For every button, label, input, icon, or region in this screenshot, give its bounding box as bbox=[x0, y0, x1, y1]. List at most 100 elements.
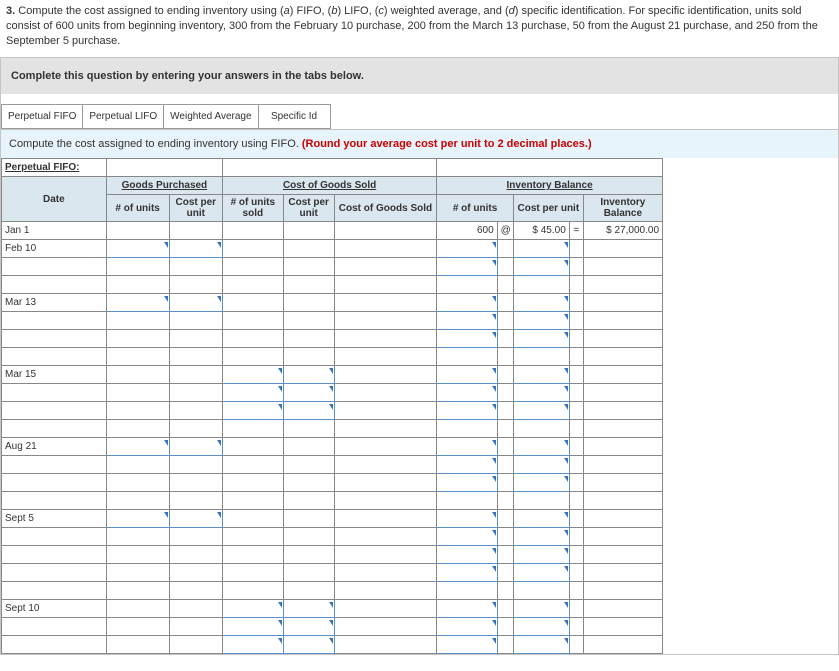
input-cell[interactable] bbox=[223, 366, 284, 384]
input-cell[interactable] bbox=[513, 474, 569, 492]
cell bbox=[283, 438, 334, 456]
input-cell[interactable] bbox=[513, 330, 569, 348]
cell bbox=[334, 366, 436, 384]
input-cell[interactable] bbox=[437, 384, 498, 402]
cell bbox=[223, 492, 284, 510]
cell bbox=[106, 636, 169, 654]
input-cell[interactable] bbox=[283, 366, 334, 384]
date-cell bbox=[2, 330, 107, 348]
input-cell[interactable] bbox=[513, 402, 569, 420]
cell bbox=[106, 546, 169, 564]
input-cell[interactable] bbox=[437, 294, 498, 312]
input-cell[interactable] bbox=[437, 402, 498, 420]
input-cell[interactable] bbox=[283, 384, 334, 402]
input-cell[interactable] bbox=[513, 510, 569, 528]
cell bbox=[437, 582, 498, 600]
input-cell[interactable] bbox=[513, 636, 569, 654]
input-cell[interactable] bbox=[437, 258, 498, 276]
date-cell bbox=[2, 402, 107, 420]
cell bbox=[334, 420, 436, 438]
input-cell[interactable] bbox=[283, 402, 334, 420]
input-cell[interactable] bbox=[223, 402, 284, 420]
cell bbox=[223, 348, 284, 366]
cell bbox=[169, 528, 223, 546]
cell bbox=[497, 258, 513, 276]
inv-units: 600 bbox=[437, 222, 498, 240]
col-inv-cpu: Cost per unit bbox=[513, 195, 583, 222]
input-cell[interactable] bbox=[437, 312, 498, 330]
input-cell[interactable] bbox=[437, 366, 498, 384]
input-cell[interactable] bbox=[283, 636, 334, 654]
cell bbox=[283, 474, 334, 492]
input-cell[interactable] bbox=[283, 600, 334, 618]
table-row bbox=[2, 528, 663, 546]
cell bbox=[583, 564, 662, 582]
table-row: Sept 10 bbox=[2, 600, 663, 618]
date-cell: Jan 1 bbox=[2, 222, 107, 240]
input-cell[interactable] bbox=[223, 600, 284, 618]
cell bbox=[223, 456, 284, 474]
section-goods: Goods Purchased bbox=[106, 177, 222, 195]
input-cell[interactable] bbox=[437, 330, 498, 348]
date-cell bbox=[2, 618, 107, 636]
cell bbox=[583, 492, 662, 510]
tab-weighted-average[interactable]: Weighted Average bbox=[164, 104, 258, 130]
table-row bbox=[2, 402, 663, 420]
input-cell[interactable] bbox=[513, 564, 569, 582]
input-cell[interactable] bbox=[106, 510, 169, 528]
input-cell[interactable] bbox=[437, 438, 498, 456]
input-cell[interactable] bbox=[513, 258, 569, 276]
input-cell[interactable] bbox=[513, 384, 569, 402]
input-cell[interactable] bbox=[283, 618, 334, 636]
fifo-worksheet: Perpetual FIFO: Date Goods Purchased Cos… bbox=[1, 158, 663, 654]
cell bbox=[497, 240, 513, 258]
input-cell[interactable] bbox=[223, 618, 284, 636]
input-cell[interactable] bbox=[437, 618, 498, 636]
cell bbox=[223, 564, 284, 582]
section-inventory: Inventory Balance bbox=[437, 177, 663, 195]
input-cell[interactable] bbox=[513, 438, 569, 456]
input-cell[interactable] bbox=[513, 366, 569, 384]
input-cell[interactable] bbox=[437, 456, 498, 474]
input-cell[interactable] bbox=[513, 528, 569, 546]
cell bbox=[106, 492, 169, 510]
input-cell[interactable] bbox=[437, 474, 498, 492]
input-cell[interactable] bbox=[437, 528, 498, 546]
table-row: Sept 5 bbox=[2, 510, 663, 528]
input-cell[interactable] bbox=[513, 618, 569, 636]
tab-perpetual-lifo[interactable]: Perpetual LIFO bbox=[83, 104, 164, 130]
input-cell[interactable] bbox=[437, 636, 498, 654]
input-cell[interactable] bbox=[513, 546, 569, 564]
input-cell[interactable] bbox=[437, 546, 498, 564]
cell bbox=[106, 402, 169, 420]
tab-specific-id[interactable]: Specific Id bbox=[259, 104, 331, 130]
cell bbox=[497, 276, 513, 294]
input-cell[interactable] bbox=[106, 294, 169, 312]
input-cell[interactable] bbox=[169, 510, 223, 528]
input-cell[interactable] bbox=[106, 240, 169, 258]
input-cell[interactable] bbox=[437, 600, 498, 618]
cell bbox=[334, 492, 436, 510]
input-cell[interactable] bbox=[169, 294, 223, 312]
input-cell[interactable] bbox=[437, 240, 498, 258]
col-cogs-cpu: Cost per unit bbox=[283, 195, 334, 222]
tab-perpetual-fifo[interactable]: Perpetual FIFO bbox=[1, 104, 83, 130]
input-cell[interactable] bbox=[513, 456, 569, 474]
cell bbox=[583, 546, 662, 564]
input-cell[interactable] bbox=[223, 636, 284, 654]
input-cell[interactable] bbox=[169, 240, 223, 258]
cell bbox=[223, 258, 284, 276]
input-cell[interactable] bbox=[437, 510, 498, 528]
input-cell[interactable] bbox=[169, 438, 223, 456]
cell bbox=[334, 636, 436, 654]
cell bbox=[569, 294, 583, 312]
input-cell[interactable] bbox=[223, 384, 284, 402]
cell bbox=[283, 564, 334, 582]
input-cell[interactable] bbox=[513, 312, 569, 330]
input-cell[interactable] bbox=[106, 438, 169, 456]
cell bbox=[569, 402, 583, 420]
input-cell[interactable] bbox=[513, 240, 569, 258]
input-cell[interactable] bbox=[437, 564, 498, 582]
input-cell[interactable] bbox=[513, 600, 569, 618]
input-cell[interactable] bbox=[513, 294, 569, 312]
